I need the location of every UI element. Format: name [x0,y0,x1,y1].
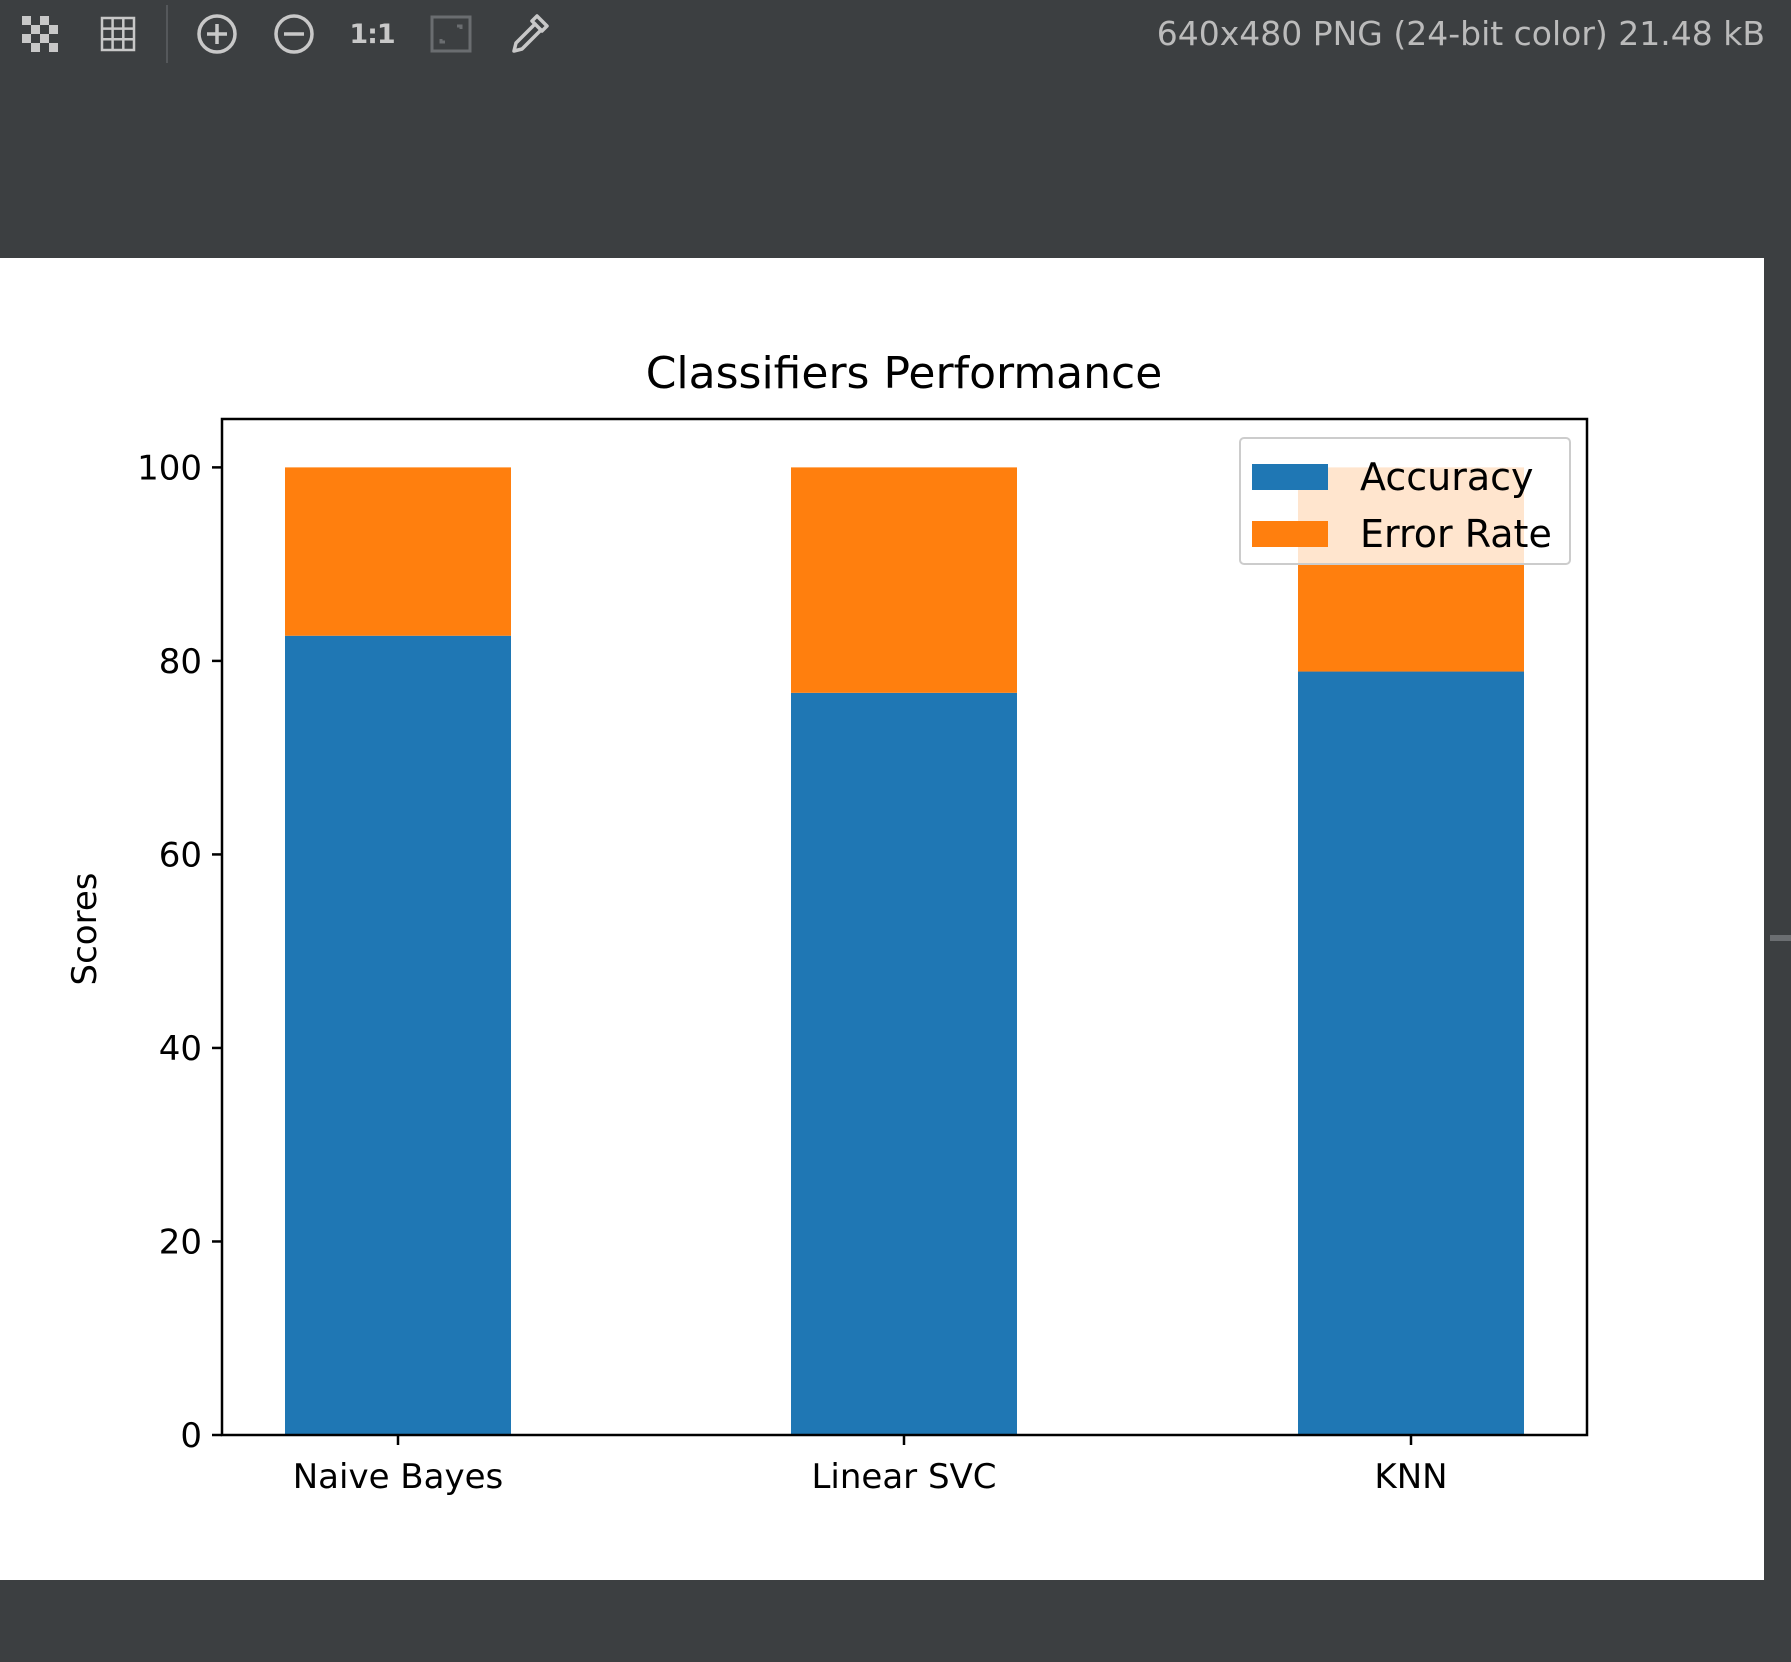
image-canvas: 0 20 40 60 80 100 Naive Bayes Linear SVC KNN Cl… [0,258,1764,1580]
actual-size-icon[interactable]: 1:1 [348,10,396,58]
color-picker-icon[interactable] [505,10,553,58]
y-tick-label: 40 [159,1029,202,1069]
legend-swatch [1252,521,1328,547]
toolbar-separator [166,5,168,63]
x-tick-label: KNN [1374,1457,1447,1497]
zoom-in-icon[interactable] [193,10,241,58]
x-tick-label: Linear SVC [811,1457,996,1497]
actual-size-label: 1:1 [349,18,395,50]
legend-label: Accuracy [1360,455,1534,499]
y-axis-label: Scores [65,873,105,986]
x-ticks: Naive Bayes Linear SVC KNN [293,1435,1448,1497]
y-tick-label: 100 [137,448,202,488]
bar-error-rate-0 [285,467,511,636]
y-tick-label: 60 [159,835,202,875]
grid-icon[interactable] [94,10,142,58]
image-viewer-toolbar: 1:1 640x480 PNG (24-bit color) 21.48 kB [0,0,1791,70]
y-tick-label: 0 [180,1416,202,1456]
bar-chart: 0 20 40 60 80 100 Naive Bayes Linear SVC KNN Cl… [65,348,1589,1497]
legend-swatch [1252,464,1328,490]
x-tick-label: Naive Bayes [293,1457,503,1497]
y-tick-label: 20 [159,1222,202,1262]
y-tick-label: 80 [159,642,202,682]
bar-error-rate-1 [791,467,1017,693]
chart-title: Classifiers Performance [646,348,1163,399]
scrollbar-handle[interactable] [1770,935,1791,941]
image-info: 640x480 PNG (24-bit color) 21.48 kB [1156,14,1765,53]
chessboard-icon[interactable] [16,10,64,58]
bar-accuracy-2 [1298,671,1524,1435]
legend-label: Error Rate [1360,512,1552,556]
zoom-out-icon[interactable] [270,10,318,58]
bars-layer [285,467,1524,1435]
bar-accuracy-1 [791,692,1017,1435]
legend: Accuracy Error Rate [1239,437,1571,565]
bar-accuracy-0 [285,635,511,1435]
y-ticks: 0 20 40 60 80 100 [137,448,222,1456]
fit-to-window-icon[interactable] [427,10,475,58]
